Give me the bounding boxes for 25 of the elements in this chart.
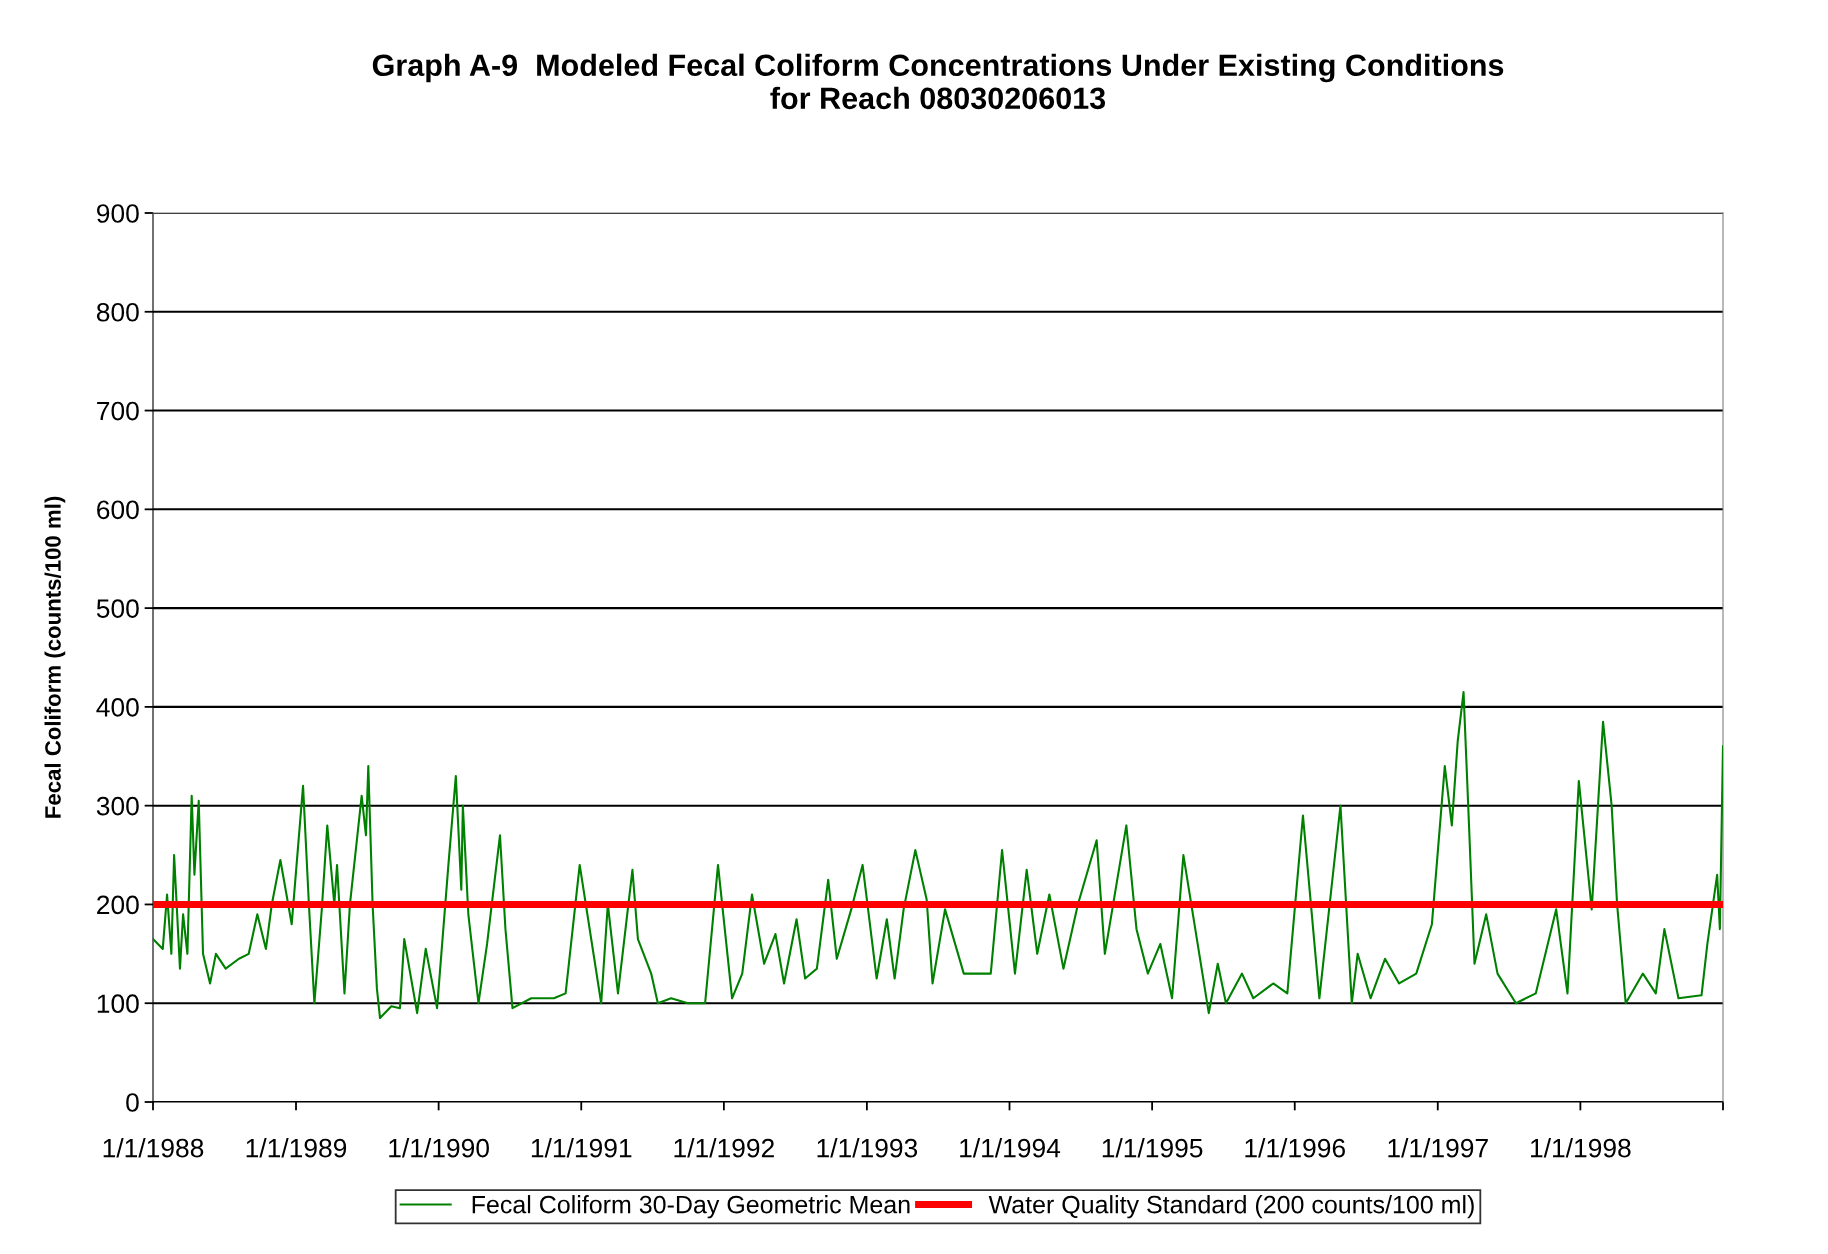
- x-tick-label: 1/1/1988: [103, 1138, 204, 1158]
- x-tick-label: 1/1/1996: [1245, 1138, 1345, 1158]
- x-tick-label: 1/1/1995: [1102, 1138, 1203, 1158]
- y-tick-label: 300: [96, 796, 139, 816]
- x-tick-label: 1/1/1994: [960, 1138, 1061, 1158]
- x-tick-label: 1/1/1989: [246, 1138, 347, 1158]
- legend-label: Water Quality Standard (200 counts/100 ml): [988, 1195, 1474, 1219]
- y-axis-title: Fecal Coliform (counts/100 ml): [44, 496, 66, 818]
- y-tick-label: 500: [96, 599, 139, 618]
- y-tick-label: 700: [97, 401, 139, 421]
- y-tick-label: 0: [126, 1093, 139, 1112]
- x-tick-label: 1/1/1997: [1388, 1138, 1488, 1158]
- y-tick-label: 600: [97, 500, 139, 520]
- x-tick-label: 1/1/1990: [389, 1138, 489, 1158]
- x-tick-label: 1/1/1991: [531, 1138, 632, 1158]
- x-tick-label: 1/1/1992: [674, 1138, 774, 1158]
- y-tick-label: 900: [97, 204, 139, 223]
- y-tick-label: 800: [96, 302, 139, 322]
- y-tick-label: 400: [96, 698, 139, 717]
- y-tick-label: 200: [97, 895, 139, 915]
- chart-title: Graph A-9 Modeled Fecal Coliform Concentrations Under Existing Conditions for Reach 08030206013: [372, 53, 1504, 110]
- legend-label: Fecal Coliform 30-Day Geometric Mean: [472, 1195, 910, 1219]
- x-tick-label: 1/1/1998: [1531, 1138, 1631, 1158]
- x-tick-label: 1/1/1993: [817, 1138, 918, 1158]
- y-tick-label: 100: [97, 994, 139, 1014]
